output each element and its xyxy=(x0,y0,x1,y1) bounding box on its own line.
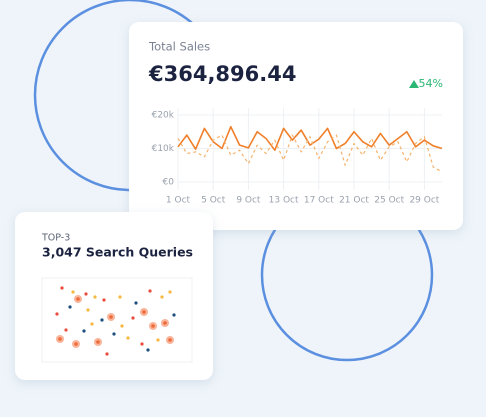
dot xyxy=(163,321,167,325)
dot xyxy=(96,340,100,344)
dot xyxy=(142,310,146,314)
dot xyxy=(109,315,113,319)
x-tick-label: 5 Oct xyxy=(201,196,226,206)
dot xyxy=(118,295,122,299)
dot xyxy=(140,342,144,346)
y-tick-label: €20k xyxy=(152,111,175,121)
sales-amount: €364,896.44 xyxy=(148,62,296,86)
dot xyxy=(74,342,78,346)
scatter-dots xyxy=(55,286,176,356)
scatter-frame xyxy=(41,277,193,363)
dot xyxy=(134,301,138,305)
dot xyxy=(112,332,116,336)
dot xyxy=(151,324,155,328)
dot xyxy=(71,290,75,294)
y-tick-label: €0 xyxy=(163,178,175,188)
dot xyxy=(60,286,64,290)
dot xyxy=(82,329,86,333)
dot xyxy=(126,336,130,340)
dot xyxy=(146,348,150,352)
x-tick-label: 21 Oct xyxy=(339,196,369,206)
y-tick-label: €10k xyxy=(152,144,175,154)
dot xyxy=(131,316,135,320)
dot xyxy=(68,305,72,309)
dot xyxy=(90,322,94,326)
dot xyxy=(86,308,90,312)
dot xyxy=(160,295,164,299)
dot xyxy=(172,313,176,317)
dot xyxy=(105,352,109,356)
dot xyxy=(102,298,106,302)
sales-chart: €0 €10k €20k 1 Oct 5 Oct 9 Oct 13 Oct 17 Oct 21 … xyxy=(152,108,443,206)
dot xyxy=(55,312,59,316)
queries-label: TOP-3 xyxy=(41,233,70,244)
dot xyxy=(148,289,152,293)
dot xyxy=(76,297,80,301)
dot xyxy=(93,295,97,299)
sales-card xyxy=(129,22,463,230)
series-line xyxy=(177,125,443,151)
sales-change: 54% xyxy=(419,77,443,90)
x-tick-label: 9 Oct xyxy=(236,196,261,206)
sales-label: Total Sales xyxy=(148,40,210,54)
dot xyxy=(100,318,104,322)
dot xyxy=(168,338,172,342)
x-tick-label: 1 Oct xyxy=(166,196,191,206)
x-tick-label: 25 Oct xyxy=(374,196,404,206)
dot xyxy=(58,337,62,341)
dot xyxy=(84,292,88,296)
series-line xyxy=(177,134,443,173)
dot xyxy=(156,338,160,342)
x-tick-label: 17 Oct xyxy=(304,196,334,206)
queries-card xyxy=(15,212,213,380)
dot xyxy=(64,328,68,332)
dot xyxy=(120,324,124,328)
queries-title: 3,047 Search Queries xyxy=(42,245,193,260)
up-arrow xyxy=(409,80,419,88)
x-tick-label: 13 Oct xyxy=(269,196,299,206)
x-tick-label: 29 Oct xyxy=(409,196,439,206)
dot xyxy=(168,290,172,294)
